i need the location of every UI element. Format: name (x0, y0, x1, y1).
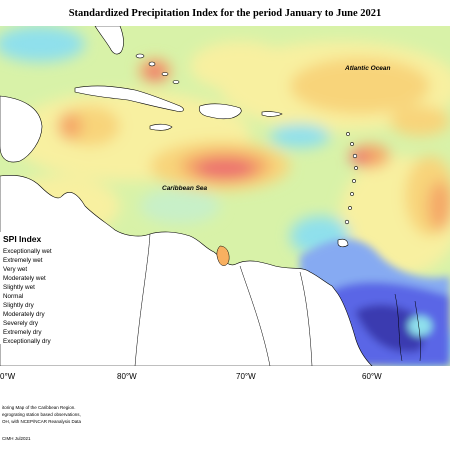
legend-item-normal: Normal (3, 293, 24, 300)
footnote-line-1: itoring Map of the Caribbean Region. (2, 405, 76, 410)
lon-label-60w: 60°W (362, 372, 382, 381)
legend-item-slightly-wet: Slightly wet (3, 284, 35, 291)
legend-item-exceptionally-wet: Exceptionally wet (3, 248, 52, 255)
yucatan (0, 95, 43, 163)
caribbean-sea-label: Caribbean Sea (162, 185, 208, 192)
lon-label-80w: 80°W (117, 372, 137, 381)
legend-item-very-wet: Very wet (3, 266, 28, 273)
atlantic-ocean-label: Atlantic Ocean (344, 65, 391, 72)
legend-item-extremely-dry: Extremely dry (3, 329, 42, 336)
legend-item-slightly-dry: Slightly dry (3, 302, 34, 309)
legend-item-moderately-wet: Moderately wet (3, 275, 46, 282)
legend-item-moderately-dry: Moderately dry (3, 311, 45, 318)
lon-label-0: 0°W (0, 372, 16, 381)
legend-item-exceptionally-dry: Exceptionally dry (3, 338, 51, 345)
land-areas (0, 26, 373, 366)
mainland (0, 175, 373, 366)
spi-map: Atlantic Ocean Caribbean Sea (0, 26, 450, 366)
jamaica (149, 123, 173, 131)
legend-item-extremely-wet: Extremely wet (3, 257, 43, 264)
map-title: Standardized Precipitation Index for the… (68, 8, 382, 19)
hispaniola (198, 103, 242, 120)
puerto-rico (261, 111, 283, 117)
cuba (74, 85, 184, 112)
lon-label-70w: 70°W (236, 372, 256, 381)
lake-maracaibo (216, 245, 230, 266)
footnote-line-2: egrograting station based observations, (2, 412, 81, 417)
footnote-credit: CIMH Jul2021 (2, 436, 31, 441)
legend-title: SPI Index (3, 234, 42, 244)
legend: SPI Index Exceptionally wet Extremely we… (0, 232, 86, 345)
footnote-line-3: OH, with NCEP/NCAR Reanalysis Data (2, 419, 82, 424)
florida (94, 26, 124, 55)
legend-item-severely-dry: Severely dry (3, 320, 38, 327)
country-borders (134, 233, 421, 366)
